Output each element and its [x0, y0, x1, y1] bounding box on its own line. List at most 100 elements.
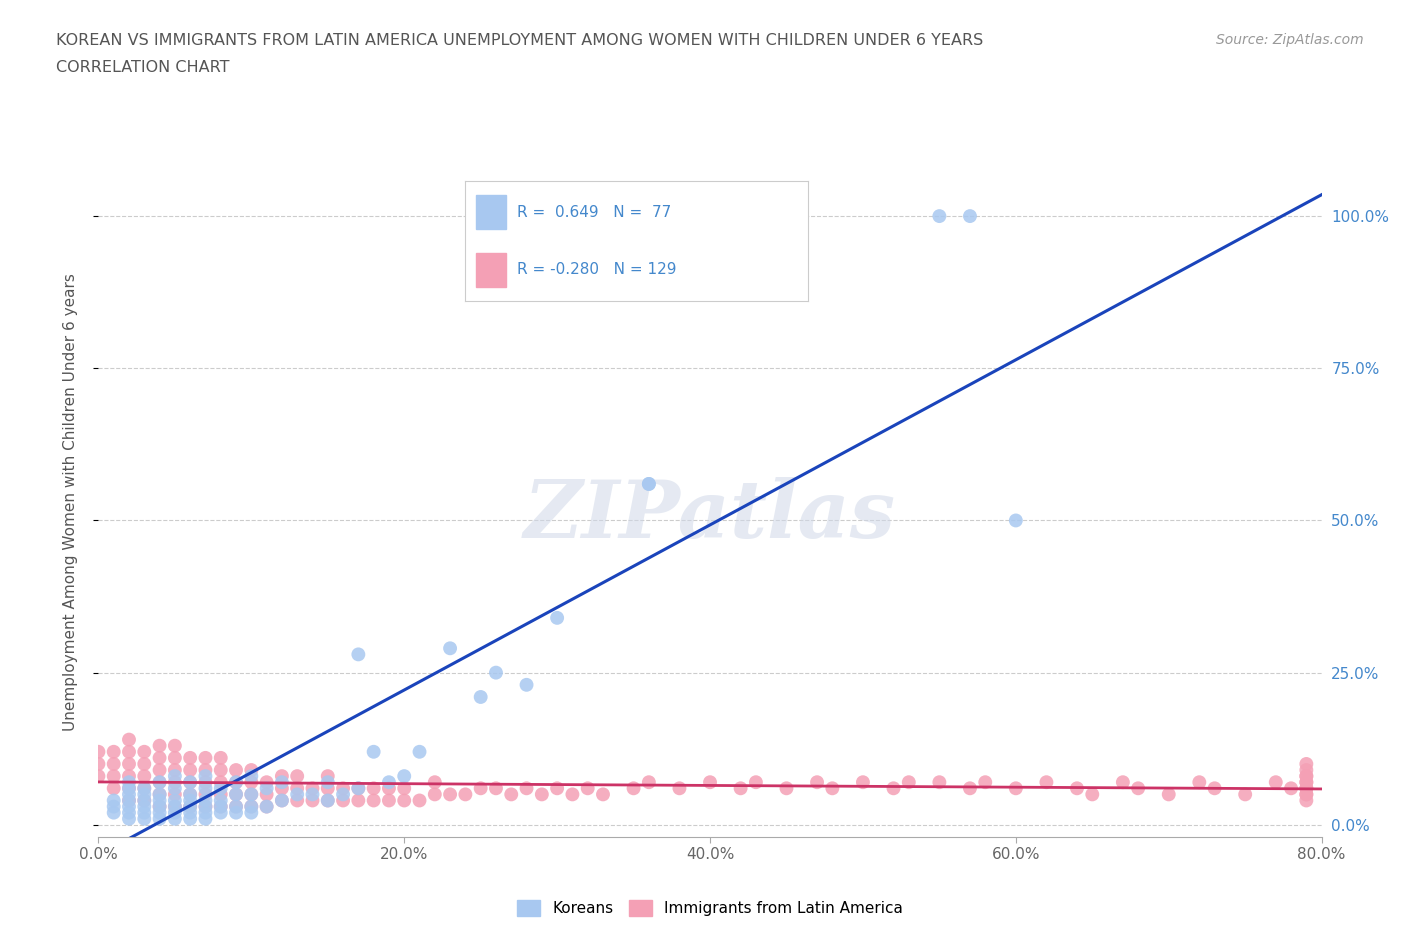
Point	[1295, 756, 1317, 771]
Point	[194, 763, 217, 777]
Point	[103, 769, 125, 784]
Point	[163, 799, 186, 814]
Point	[485, 781, 508, 796]
Point	[1081, 787, 1104, 802]
Point	[1295, 793, 1317, 808]
Point	[347, 781, 370, 796]
Point	[392, 781, 416, 796]
Point	[103, 793, 125, 808]
Point	[470, 781, 492, 796]
Point	[163, 787, 186, 802]
Point	[775, 781, 797, 796]
Point	[1234, 787, 1257, 802]
Point	[363, 744, 385, 759]
Point	[285, 787, 308, 802]
Point	[1188, 775, 1211, 790]
Point	[470, 689, 492, 704]
Point	[149, 775, 172, 790]
Point	[439, 641, 461, 656]
Point	[134, 756, 156, 771]
Point	[225, 775, 247, 790]
Point	[163, 799, 186, 814]
Point	[1295, 769, 1317, 784]
Point	[134, 769, 156, 784]
Point	[806, 775, 828, 790]
Point	[149, 763, 172, 777]
Point	[240, 787, 263, 802]
Point	[179, 751, 201, 765]
Point	[408, 793, 430, 808]
Point	[637, 775, 661, 790]
Point	[546, 781, 568, 796]
Point	[134, 781, 156, 796]
Point	[87, 744, 110, 759]
Point	[209, 775, 232, 790]
Point	[1128, 781, 1150, 796]
Point	[959, 208, 981, 223]
Point	[194, 751, 217, 765]
Point	[225, 805, 247, 820]
Point	[256, 799, 278, 814]
Point	[134, 805, 156, 820]
Point	[194, 793, 217, 808]
Point	[592, 787, 614, 802]
Point	[118, 756, 141, 771]
Point	[668, 781, 690, 796]
Point	[959, 781, 981, 796]
Point	[225, 763, 247, 777]
Point	[363, 793, 385, 808]
Point	[179, 787, 201, 802]
Point	[485, 665, 508, 680]
Point	[1295, 763, 1317, 777]
Point	[285, 769, 308, 784]
Text: KOREAN VS IMMIGRANTS FROM LATIN AMERICA UNEMPLOYMENT AMONG WOMEN WITH CHILDREN U: KOREAN VS IMMIGRANTS FROM LATIN AMERICA …	[56, 33, 983, 47]
Point	[301, 781, 323, 796]
Point	[209, 763, 232, 777]
Point	[285, 781, 308, 796]
Point	[423, 775, 446, 790]
Point	[163, 751, 186, 765]
Point	[163, 805, 186, 820]
Point	[179, 793, 201, 808]
Point	[240, 775, 263, 790]
Point	[270, 775, 292, 790]
Point	[516, 781, 538, 796]
Point	[194, 781, 217, 796]
Y-axis label: Unemployment Among Women with Children Under 6 years: Unemployment Among Women with Children U…	[63, 273, 77, 731]
Text: ZIPatlas: ZIPatlas	[524, 477, 896, 554]
Point	[134, 799, 156, 814]
Point	[530, 787, 553, 802]
Point	[347, 781, 370, 796]
Point	[225, 787, 247, 802]
Point	[332, 793, 354, 808]
Point	[149, 799, 172, 814]
Point	[209, 805, 232, 820]
Point	[1295, 775, 1317, 790]
Point	[623, 781, 645, 796]
Point	[209, 793, 232, 808]
Point	[745, 775, 768, 790]
Point	[118, 793, 141, 808]
Text: Source: ZipAtlas.com: Source: ZipAtlas.com	[1216, 33, 1364, 46]
Point	[118, 787, 141, 802]
Point	[332, 781, 354, 796]
Point	[149, 799, 172, 814]
Point	[194, 787, 217, 802]
Point	[163, 781, 186, 796]
Point	[928, 208, 950, 223]
Point	[209, 799, 232, 814]
Point	[163, 763, 186, 777]
Point	[1264, 775, 1286, 790]
Point	[378, 781, 401, 796]
Point	[118, 793, 141, 808]
Point	[392, 793, 416, 808]
Point	[118, 769, 141, 784]
Point	[1204, 781, 1226, 796]
Point	[149, 775, 172, 790]
Point	[225, 799, 247, 814]
Point	[134, 744, 156, 759]
Point	[118, 744, 141, 759]
Point	[149, 738, 172, 753]
Point	[87, 756, 110, 771]
Point	[118, 811, 141, 826]
